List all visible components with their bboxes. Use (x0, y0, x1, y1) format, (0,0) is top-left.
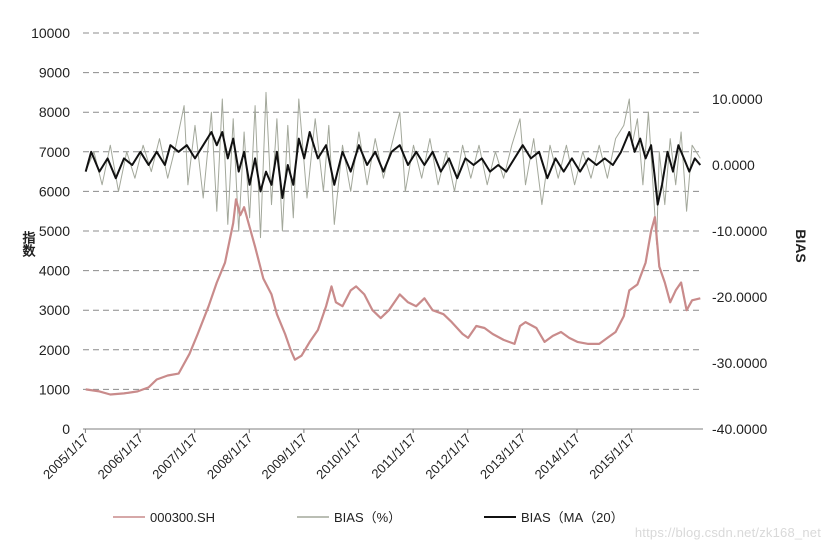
x-tick-label: 2009/1/17 (259, 431, 311, 483)
x-tick-label: 2008/1/17 (204, 431, 256, 483)
x-tick-label: 2011/1/17 (368, 431, 419, 482)
x-tick-label: 2010/1/17 (313, 431, 365, 483)
x-tick-label: 2012/1/17 (422, 431, 474, 483)
left-axis-title: 指数 (21, 230, 36, 258)
left-tick-label: 9000 (39, 65, 70, 81)
x-tick-label: 2007/1/17 (149, 431, 201, 483)
legend: 000300.SH BIAS（%） BIAS（MA（20） (113, 510, 624, 525)
left-tick-label: 3000 (39, 302, 70, 318)
left-tick-label: 8000 (39, 104, 70, 120)
x-tick-label: 2005/1/17 (40, 431, 92, 483)
left-tick-label: 1000 (39, 381, 70, 397)
right-axis-label: BIAS (793, 229, 809, 262)
left-tick-label: 4000 (39, 263, 70, 279)
legend-label: BIAS（MA（20） (521, 510, 624, 525)
series-line-0 (85, 198, 701, 396)
left-tick-label: 5000 (39, 223, 70, 239)
right-axis-title: BIAS (793, 229, 809, 262)
tick-labels: 0 1000 2000 3000 4000 5000 6000 7000 8000 9000 100… (31, 25, 767, 482)
series-layer (84, 91, 702, 396)
right-tick-label: -10.0000 (712, 223, 767, 239)
left-tick-label: 0 (62, 421, 70, 437)
watermark-text: https://blog.csdn.net/zk168_net (634, 525, 821, 540)
left-axis-label: 指数 (21, 230, 36, 258)
legend-label: BIAS（%） (334, 510, 401, 525)
series-line-2 (84, 131, 702, 206)
left-tick-label: 2000 (39, 342, 70, 358)
left-tick-label: 10000 (31, 25, 70, 41)
x-tick-label: 2014/1/17 (532, 431, 584, 483)
x-tick-label: 2013/1/17 (477, 431, 529, 483)
x-tick-label: 2006/1/17 (95, 431, 147, 483)
series-line-1 (85, 91, 701, 245)
right-tick-label: 10.0000 (712, 91, 763, 107)
x-tick-label: 2015/1/17 (586, 431, 638, 483)
right-tick-label: -30.0000 (712, 355, 767, 371)
right-tick-label: -20.0000 (712, 289, 767, 305)
right-tick-label: 0.0000 (712, 157, 755, 173)
right-tick-label: -40.0000 (712, 421, 767, 437)
left-tick-label: 7000 (39, 144, 70, 160)
legend-label: 000300.SH (150, 510, 215, 525)
left-tick-label: 6000 (39, 183, 70, 199)
